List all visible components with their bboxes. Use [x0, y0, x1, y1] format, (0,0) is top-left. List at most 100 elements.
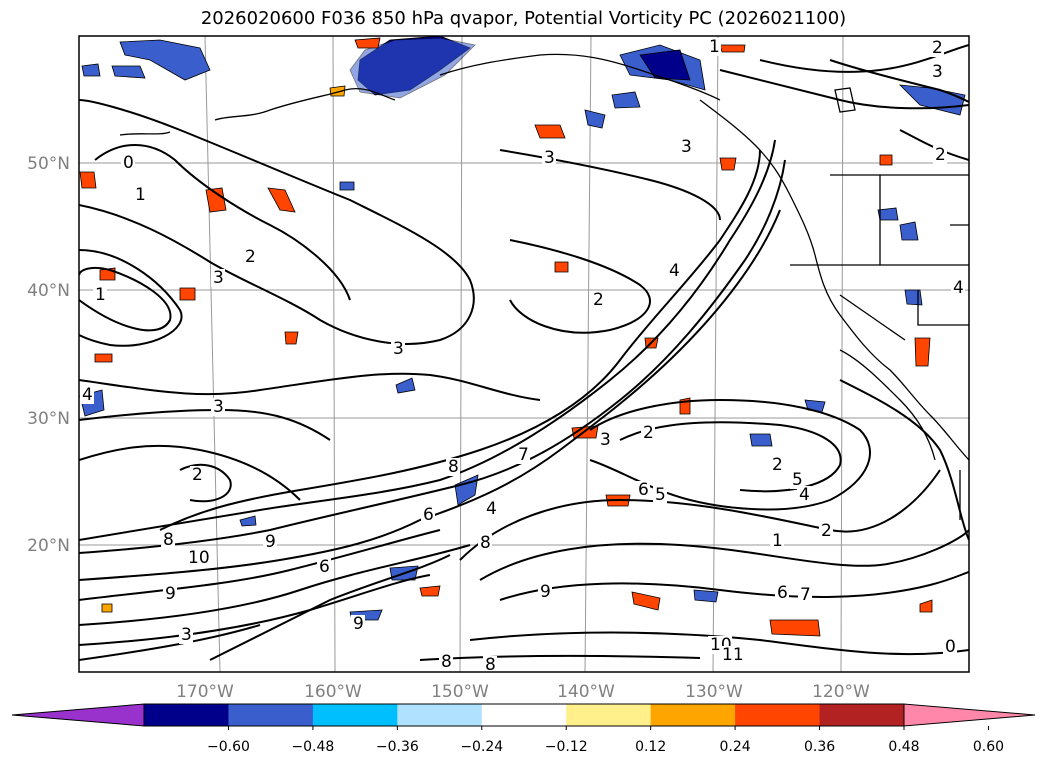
contour-label-bg	[186, 549, 210, 567]
contour-label-bg	[707, 38, 721, 56]
contour-label: 0	[123, 153, 134, 173]
contour-label-bg	[163, 585, 177, 603]
contour-label: 0	[945, 637, 956, 657]
lon-label-170w: 170°W	[176, 682, 234, 702]
contour-label: 6	[638, 480, 649, 500]
lon-label-160w: 160°W	[304, 682, 362, 702]
contour-label: 6	[777, 583, 788, 603]
longitude-labels: 170°W 160°W 150°W 140°W 130°W 120°W	[176, 682, 870, 702]
contour-label: 9	[353, 614, 364, 634]
contour-label-bg	[478, 534, 492, 552]
contour-label: 4	[953, 278, 964, 298]
contour-label-bg	[80, 386, 94, 404]
lon-label-130w: 130°W	[685, 682, 743, 702]
contour-label-bg	[797, 486, 811, 504]
contour-label: 1	[772, 531, 783, 551]
contour-label: 3	[213, 397, 224, 417]
map-frame	[78, 35, 970, 673]
contour-label-bg	[770, 532, 784, 550]
contour-label: 2	[593, 290, 604, 310]
lat-label-50n: 50°N	[27, 154, 70, 174]
contour-label: 2	[643, 423, 654, 443]
contour-label-bg	[179, 626, 193, 644]
colorbar-tick-label: −0.12	[545, 739, 588, 755]
pv-contours	[79, 44, 969, 661]
contour-label: 2	[932, 38, 943, 58]
contour-label-bg	[679, 138, 693, 156]
contour-label-bg	[483, 656, 497, 674]
lon-label-150w: 150°W	[431, 682, 489, 702]
contour-label: 9	[265, 532, 276, 552]
coastlines	[119, 53, 969, 520]
contour-label-bg	[351, 615, 365, 633]
colorbar-tick-label: −0.24	[460, 739, 503, 755]
contour-label-bg	[653, 486, 667, 504]
colorbar-tick-label: 0.12	[635, 739, 666, 755]
contour-label: 6	[423, 505, 434, 525]
contour-label: 6	[319, 557, 330, 577]
colorbar: −0.60 −0.48 −0.36 −0.24 −0.12 0.12 0.24 0.36 0.4…	[11, 703, 1036, 755]
contour-label-bg	[720, 646, 744, 664]
contour-label-bg	[667, 262, 681, 280]
contour-label: 9	[165, 584, 176, 604]
contour-label-bg	[798, 586, 812, 604]
contour-label: 8	[448, 457, 459, 477]
contour-label: 4	[799, 485, 810, 505]
contour-label: 5	[792, 470, 803, 490]
contour-label-bg	[790, 471, 804, 489]
lon-label-140w: 140°W	[557, 682, 615, 702]
contour-label-bg	[591, 291, 605, 309]
lon-label-120w: 120°W	[812, 682, 870, 702]
contour-label: 7	[800, 585, 811, 605]
colorbar-extend-min	[11, 703, 145, 727]
contour-label-bg	[161, 531, 175, 549]
positive-anomaly-fills	[79, 37, 933, 637]
colorbar-swatch	[397, 704, 483, 726]
contour-label: 10	[188, 548, 210, 568]
contour-label-bg	[930, 39, 944, 57]
colorbar-swatch	[144, 704, 229, 726]
contour-label: 2	[935, 145, 946, 165]
map-panel	[79, 36, 969, 672]
contour-label: 3	[600, 430, 611, 450]
colorbar-frame	[143, 703, 905, 727]
contour-label-bg	[263, 533, 277, 551]
colorbar-extend-max	[903, 703, 1036, 727]
contour-label: 11	[722, 645, 744, 665]
contour-label-bg	[484, 500, 498, 518]
colorbar-swatch	[481, 704, 567, 726]
contour-label: 4	[669, 261, 680, 281]
contour-label-bg	[190, 466, 204, 484]
colorbar-tick-label: −0.36	[376, 739, 419, 755]
contour-label: 2	[821, 521, 832, 541]
contour-label: 3	[932, 62, 943, 82]
contour-label-bg	[133, 186, 147, 204]
colorbar-tick-label: −0.60	[207, 739, 250, 755]
contour-label: 1	[95, 285, 106, 305]
colorbar-swatch	[819, 704, 905, 726]
colorbar-swatch	[735, 704, 821, 726]
contour-label-bg	[243, 248, 257, 266]
plot-title: 2026020600 F036 850 hPa qvapor, Potentia…	[200, 8, 847, 29]
contour-label-bg	[211, 269, 225, 287]
colorbar-tick-label: 0.48	[888, 739, 919, 755]
contour-label-bg	[819, 522, 833, 540]
contour-label: 3	[681, 137, 692, 157]
contour-label-bg	[930, 63, 944, 81]
contour-label-bg	[636, 481, 650, 499]
contour-label-bg	[943, 638, 957, 656]
contour-label: 8	[441, 652, 452, 672]
colorbar-swatch	[566, 704, 652, 726]
contour-label: 3	[213, 268, 224, 288]
contour-label-bg	[516, 446, 530, 464]
contour-label: 7	[518, 445, 529, 465]
colorbar-swatch	[650, 704, 736, 726]
contour-label: 9	[540, 582, 551, 602]
colorbar-tick-label: 0.36	[804, 739, 835, 755]
contour-label: 1	[709, 37, 720, 57]
contour-label-bg	[598, 431, 612, 449]
contour-label-bg	[421, 506, 435, 524]
contour-label-bg	[121, 154, 135, 172]
contour-label: 1	[135, 185, 146, 205]
